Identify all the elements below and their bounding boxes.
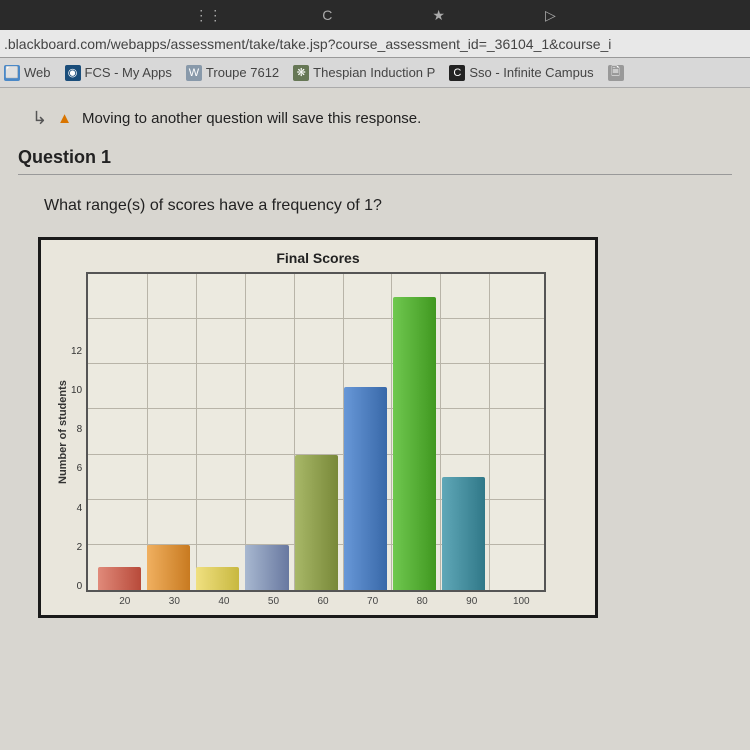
bar — [393, 297, 436, 590]
bookmark-label: FCS - My Apps — [85, 65, 172, 80]
warning-icon: ▲ — [57, 110, 72, 127]
y-tick: 6 — [77, 463, 83, 474]
bookmark-item[interactable]: ❋ Thespian Induction P — [293, 65, 435, 81]
bookmark-favicon-icon: ◉ — [65, 65, 81, 81]
x-tick: 90 — [450, 596, 494, 607]
bookmark-item[interactable]: C Sso - Infinite Campus — [449, 65, 593, 81]
bookmark-item[interactable]: W Troupe 7612 — [186, 65, 279, 81]
x-tick: 40 — [202, 596, 246, 607]
bar — [344, 387, 387, 590]
bookmark-item[interactable]: 🗎 — [608, 65, 628, 81]
y-tick: 12 — [71, 346, 82, 357]
bar — [442, 477, 485, 590]
save-notice: ↳ ▲ Moving to another question will save… — [18, 102, 732, 147]
y-tick: 4 — [77, 503, 83, 514]
bookmark-label: Web — [24, 65, 51, 80]
x-tick: 30 — [153, 596, 197, 607]
bookmark-item[interactable]: ◉ FCS - My Apps — [65, 65, 172, 81]
notice-text: Moving to another question will save thi… — [82, 110, 421, 127]
bar — [196, 567, 239, 590]
question-number: Question 1 — [18, 147, 732, 175]
url-bar[interactable]: .blackboard.com/webapps/assessment/take/… — [0, 30, 750, 58]
x-tick: 80 — [400, 596, 444, 607]
bookmark-favicon-icon: ❋ — [293, 65, 309, 81]
chart-plot-area — [86, 272, 546, 592]
bookmark-label: Thespian Induction P — [313, 65, 435, 80]
bar — [98, 567, 141, 590]
bookmark-label: Sso - Infinite Campus — [469, 65, 593, 80]
browser-tab-strip: ⋮⋮ C ★ ▷ — [0, 0, 750, 30]
chart-container: Final Scores Number of students 12 10 8 6 4 2… — [38, 237, 598, 618]
y-tick: 8 — [77, 424, 83, 435]
x-tick: 60 — [301, 596, 345, 607]
bookmarks-bar: ⬜ Web ◉ FCS - My Apps W Troupe 7612 ❋ Thespian … — [0, 58, 750, 88]
x-tick: 70 — [351, 596, 395, 607]
bar — [147, 545, 190, 590]
bookmark-favicon-icon: ⬜ — [4, 65, 20, 81]
page-content: ↳ ▲ Moving to another question will save… — [0, 88, 750, 750]
bookmark-favicon-icon: C — [449, 65, 465, 81]
y-tick: 10 — [71, 385, 82, 396]
bar — [295, 455, 338, 590]
y-tick: 0 — [77, 581, 83, 592]
bookmark-favicon-icon: W — [186, 65, 202, 81]
x-tick: 100 — [500, 596, 544, 607]
arrow-icon: ↳ — [32, 108, 47, 129]
y-axis-ticks: 12 10 8 6 4 2 0 — [71, 272, 86, 592]
url-text: .blackboard.com/webapps/assessment/take/… — [4, 36, 611, 52]
y-tick: 2 — [77, 542, 83, 553]
bars-group — [88, 274, 544, 590]
bookmark-star-icon[interactable]: ★ — [432, 7, 445, 24]
x-tick: 20 — [103, 596, 147, 607]
bookmark-favicon-icon: 🗎 — [608, 65, 624, 81]
x-tick: 50 — [252, 596, 296, 607]
chart-title: Final Scores — [55, 250, 581, 266]
question-text: What range(s) of scores have a frequency… — [18, 193, 732, 237]
play-icon[interactable]: ▷ — [545, 7, 556, 24]
refresh-icon[interactable]: C — [322, 7, 332, 23]
bookmark-label: Troupe 7612 — [206, 65, 279, 80]
bookmark-item[interactable]: ⬜ Web — [4, 65, 51, 81]
y-axis-label: Number of students — [55, 272, 71, 592]
bar — [245, 545, 288, 590]
x-axis: 20 30 40 50 60 70 80 90 100 — [55, 592, 581, 607]
browser-menu-icon[interactable]: ⋮⋮ — [194, 7, 222, 24]
